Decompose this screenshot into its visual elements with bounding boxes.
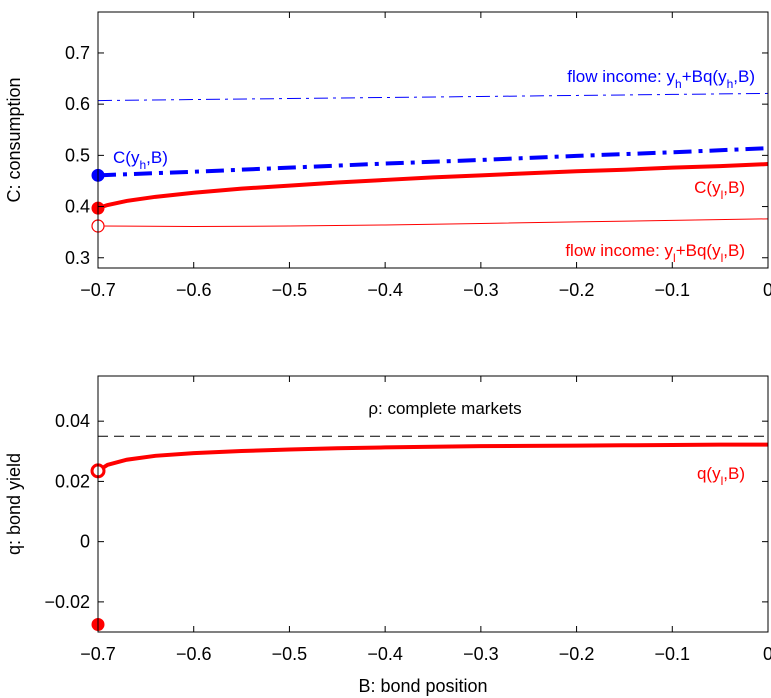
annotation-flow-high: flow income: yh+Bq(yh,B)	[567, 67, 755, 91]
x-tick-label: −0.4	[367, 644, 403, 664]
x-tick-label: −0.3	[463, 280, 499, 300]
y-axis-label: q: bond yield	[4, 453, 24, 555]
x-tick-label: −0.7	[80, 280, 116, 300]
x-tick-label: −0.2	[559, 280, 595, 300]
annotation-q-low: q(yl,B)	[697, 464, 745, 488]
x-tick-label: −0.6	[176, 280, 212, 300]
x-tick-label: −0.5	[272, 280, 308, 300]
annotation-c-low: C(yl,B)	[694, 178, 745, 202]
y-tick-label: 0.3	[65, 248, 90, 268]
x-tick-label: 0	[763, 644, 771, 664]
y-tick-label: 0.7	[65, 43, 90, 63]
x-tick-label: 0	[763, 280, 771, 300]
x-tick-label: −0.1	[655, 644, 691, 664]
y-tick-label: 0.02	[55, 471, 90, 491]
annotation-c-high: C(yh,B)	[113, 148, 168, 172]
x-axis-label: B: bond position	[358, 676, 487, 696]
plot-frame	[97, 375, 769, 633]
series-c-low	[98, 162, 768, 211]
x-tick-label: −0.3	[463, 644, 499, 664]
y-tick-label: 0.04	[55, 411, 90, 431]
x-tick-label: −0.1	[655, 280, 691, 300]
x-tick-label: −0.4	[367, 280, 403, 300]
annotation-flow-low: flow income: yl+Bq(yl,B)	[565, 241, 745, 265]
x-tick-label: −0.2	[559, 644, 595, 664]
y-tick-label: 0.4	[65, 197, 90, 217]
series-flow-low	[98, 218, 768, 228]
bond-yield-panel: −0.7 −0.6 −0.5 −0.4 −0.3 −0.2 −0.1 0 −0.02 0 0.02 0…	[4, 375, 771, 696]
series-c-high	[98, 146, 768, 178]
y-tick-label: 0	[80, 532, 90, 552]
series-q-low	[98, 442, 768, 473]
plot-frame	[97, 11, 769, 269]
x-tick-label: −0.6	[176, 644, 212, 664]
consumption-panel: −0.7 −0.6 −0.5 −0.4 −0.3 −0.2 −0.1 0 0.3 0.4 0.5 0.…	[4, 11, 771, 300]
x-tick-label: −0.5	[272, 644, 308, 664]
y-axis-label: C: consumption	[4, 77, 24, 202]
series-flow-high	[98, 92, 768, 102]
x-tick-label: −0.7	[80, 644, 116, 664]
y-tick-label: −0.02	[44, 592, 90, 612]
y-tick-label: 0.5	[65, 145, 90, 165]
annotation-rho: ρ: complete markets	[368, 399, 521, 418]
y-tick-label: 0.6	[65, 94, 90, 114]
